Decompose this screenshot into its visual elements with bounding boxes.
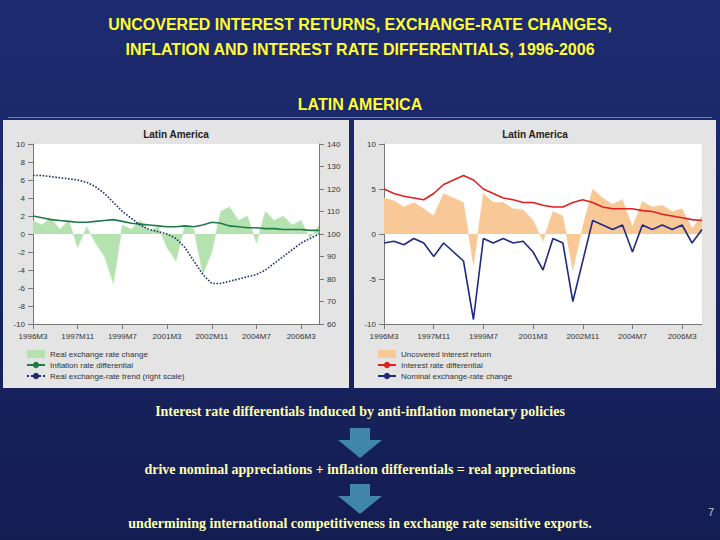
svg-text:0: 0 xyxy=(372,230,377,239)
svg-text:4: 4 xyxy=(21,194,26,203)
svg-text:Real exchange-rate trend (righ: Real exchange-rate trend (right scale) xyxy=(50,372,185,381)
svg-text:2002M11: 2002M11 xyxy=(566,332,599,341)
svg-text:60: 60 xyxy=(327,320,336,329)
svg-text:1996M3: 1996M3 xyxy=(19,332,48,341)
svg-text:Interest rate differential: Interest rate differential xyxy=(401,361,483,370)
svg-text:2001M3: 2001M3 xyxy=(153,332,182,341)
svg-text:2004M7: 2004M7 xyxy=(618,332,647,341)
svg-text:100: 100 xyxy=(327,230,341,239)
svg-text:Inflation rate differential: Inflation rate differential xyxy=(50,361,133,370)
svg-text:-8: -8 xyxy=(18,302,26,311)
svg-text:Uncovered interest return: Uncovered interest return xyxy=(401,350,491,359)
svg-text:1999M7: 1999M7 xyxy=(469,332,498,341)
svg-text:2: 2 xyxy=(21,212,26,221)
svg-text:80: 80 xyxy=(327,275,336,284)
svg-text:-2: -2 xyxy=(18,248,26,257)
svg-text:1999M7: 1999M7 xyxy=(108,332,137,341)
html-text:LATIN AMERICA: LATIN AMERICA xyxy=(297,96,423,113)
svg-text:-4: -4 xyxy=(18,266,26,275)
html-text:undermining international comp: undermining international competitivenes… xyxy=(128,516,592,531)
html-text:drive nominal appreciations +: drive nominal appreciations + inflation … xyxy=(144,462,576,477)
svg-text:1996M3: 1996M3 xyxy=(370,332,399,341)
svg-text:-10: -10 xyxy=(13,320,25,329)
svg-text:110: 110 xyxy=(327,207,340,216)
svg-text:70: 70 xyxy=(327,297,336,306)
svg-text:10: 10 xyxy=(16,140,25,149)
html-text:INFLATION AND INTEREST RATE DI: INFLATION AND INTEREST RATE DIFFERENTIAL… xyxy=(125,41,595,58)
svg-text:140: 140 xyxy=(327,140,341,149)
svg-text:120: 120 xyxy=(327,185,341,194)
svg-text:Nominal exchange-rate change: Nominal exchange-rate change xyxy=(401,372,513,381)
svg-text:1997M11: 1997M11 xyxy=(61,332,94,341)
svg-text:130: 130 xyxy=(327,162,341,171)
svg-text:6: 6 xyxy=(21,176,26,185)
html-text:UNCOVERED INTEREST RETURNS, EX: UNCOVERED INTEREST RETURNS, EXCHANGE-RAT… xyxy=(108,16,612,33)
svg-text:2001M3: 2001M3 xyxy=(519,332,548,341)
svg-text:90: 90 xyxy=(327,252,336,261)
svg-text:-5: -5 xyxy=(369,275,377,284)
svg-text:2004M7: 2004M7 xyxy=(242,332,271,341)
svg-text:-6: -6 xyxy=(18,284,26,293)
svg-text:1997M11: 1997M11 xyxy=(417,332,450,341)
html-text:Interest rate differentials in: Interest rate differentials induced by a… xyxy=(155,404,565,419)
svg-text:2002M11: 2002M11 xyxy=(195,332,228,341)
svg-text:Latin America: Latin America xyxy=(502,129,568,140)
svg-text:0: 0 xyxy=(21,230,26,239)
svg-text:Real exchange rate change: Real exchange rate change xyxy=(50,350,148,359)
svg-text:2006M3: 2006M3 xyxy=(668,332,697,341)
svg-text:2006M3: 2006M3 xyxy=(287,332,316,341)
svg-text:-10: -10 xyxy=(364,320,376,329)
svg-text:10: 10 xyxy=(367,140,376,149)
svg-text:Latin America: Latin America xyxy=(143,129,209,140)
html-text:7: 7 xyxy=(707,506,714,518)
svg-text:8: 8 xyxy=(21,158,26,167)
svg-text:5: 5 xyxy=(372,185,377,194)
